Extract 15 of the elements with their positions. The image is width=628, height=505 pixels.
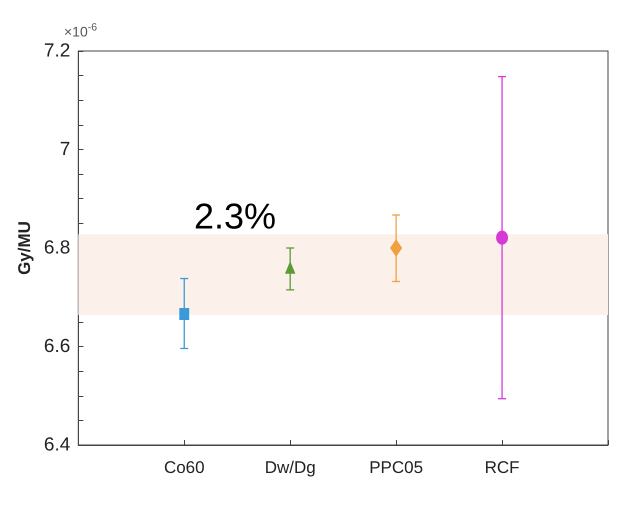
y-tick-label: 6.6 — [44, 336, 70, 357]
point — [285, 262, 296, 274]
y-axis-title: Gy/MU — [15, 221, 34, 275]
point — [390, 240, 402, 256]
point — [179, 308, 190, 320]
y-tick-label: 7.2 — [44, 40, 70, 62]
y-tick-label: 7 — [60, 139, 70, 160]
point — [496, 230, 508, 245]
x-tick-label: RCF — [484, 458, 520, 477]
x-tick-label: Co60 — [164, 458, 205, 477]
y-tick-label: 6.4 — [44, 434, 71, 456]
y-tick-label: 6.8 — [44, 238, 70, 258]
x-tick-label: PPC05 — [369, 458, 424, 477]
x-tick-label: Dw/Dg — [264, 458, 316, 477]
annotation: 2.3% — [194, 196, 276, 236]
